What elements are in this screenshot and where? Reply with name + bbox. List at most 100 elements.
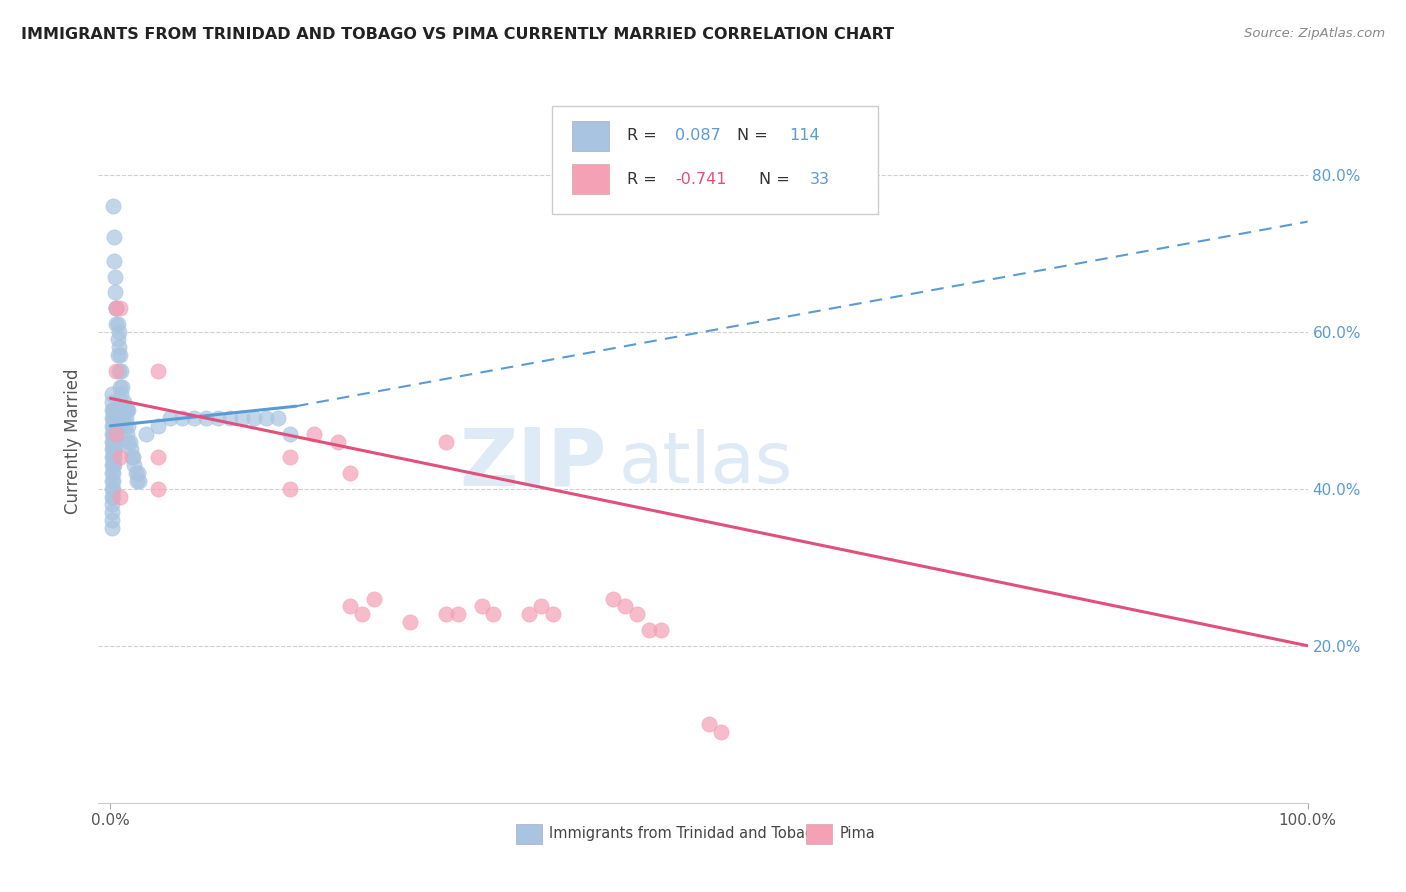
- Point: [103, 434, 125, 449]
- Point: [105, 301, 128, 315]
- Point: [103, 254, 125, 268]
- Point: [100, 442, 122, 457]
- Point: [104, 269, 127, 284]
- Point: [100, 426, 122, 441]
- Point: [148, 364, 170, 378]
- Point: [105, 426, 128, 441]
- Point: [103, 403, 125, 417]
- Point: [100, 490, 122, 504]
- Point: [243, 411, 266, 425]
- Point: [183, 411, 205, 425]
- Point: [530, 599, 553, 614]
- Y-axis label: Currently Married: Currently Married: [65, 368, 83, 515]
- Point: [107, 411, 129, 425]
- Point: [105, 403, 128, 417]
- Point: [104, 285, 127, 300]
- Point: [101, 426, 124, 441]
- Point: [125, 474, 148, 488]
- Point: [135, 426, 157, 441]
- Point: [111, 403, 134, 417]
- Point: [434, 434, 457, 449]
- Point: [127, 466, 149, 480]
- Point: [121, 450, 143, 465]
- Point: [115, 426, 138, 441]
- Bar: [516, 823, 543, 844]
- Point: [626, 607, 648, 622]
- Point: [103, 411, 125, 425]
- Point: [148, 418, 170, 433]
- Point: [107, 403, 129, 417]
- Point: [100, 505, 122, 519]
- Point: [101, 418, 124, 433]
- Point: [124, 466, 146, 480]
- Point: [339, 466, 361, 480]
- Point: [350, 607, 373, 622]
- Text: atlas: atlas: [619, 429, 793, 498]
- Point: [104, 442, 127, 457]
- Point: [100, 395, 122, 409]
- Point: [107, 418, 129, 433]
- Point: [100, 482, 122, 496]
- Point: [103, 418, 125, 433]
- Point: [101, 482, 124, 496]
- Point: [120, 442, 142, 457]
- Point: [231, 411, 253, 425]
- Point: [519, 607, 541, 622]
- Point: [326, 434, 349, 449]
- Point: [100, 521, 122, 535]
- Point: [107, 333, 129, 347]
- Point: [114, 403, 136, 417]
- Point: [107, 325, 129, 339]
- Point: [103, 442, 125, 457]
- Point: [278, 450, 301, 465]
- Point: [302, 426, 325, 441]
- Point: [103, 426, 125, 441]
- Point: [110, 411, 132, 425]
- Point: [115, 411, 138, 425]
- Point: [107, 348, 129, 362]
- Point: [101, 411, 124, 425]
- Point: [602, 591, 624, 606]
- Point: [110, 364, 132, 378]
- Point: [104, 418, 127, 433]
- Bar: [572, 164, 609, 194]
- Point: [339, 599, 361, 614]
- Point: [128, 474, 150, 488]
- Point: [108, 379, 131, 393]
- Point: [104, 426, 127, 441]
- Point: [108, 490, 131, 504]
- Point: [101, 466, 124, 480]
- Point: [112, 411, 135, 425]
- Point: [114, 403, 136, 417]
- Point: [195, 411, 218, 425]
- Point: [697, 717, 720, 731]
- Point: [101, 450, 124, 465]
- Point: [101, 434, 124, 449]
- Point: [267, 411, 290, 425]
- FancyBboxPatch shape: [551, 105, 879, 214]
- Point: [105, 301, 128, 315]
- Point: [107, 411, 129, 425]
- Bar: [806, 823, 832, 844]
- Point: [112, 395, 135, 409]
- Point: [105, 317, 128, 331]
- Point: [115, 403, 138, 417]
- Text: 0.087: 0.087: [675, 128, 721, 144]
- Text: -0.741: -0.741: [675, 172, 727, 186]
- Point: [100, 450, 122, 465]
- Point: [104, 403, 127, 417]
- Point: [101, 442, 124, 457]
- Text: R =: R =: [627, 172, 662, 186]
- Point: [100, 387, 122, 401]
- Point: [108, 301, 131, 315]
- Bar: [572, 120, 609, 151]
- Point: [278, 426, 301, 441]
- Point: [148, 482, 170, 496]
- Point: [105, 301, 128, 315]
- Point: [103, 450, 125, 465]
- Point: [107, 403, 129, 417]
- Point: [254, 411, 277, 425]
- Point: [159, 411, 181, 425]
- Point: [100, 411, 122, 425]
- Point: [107, 317, 129, 331]
